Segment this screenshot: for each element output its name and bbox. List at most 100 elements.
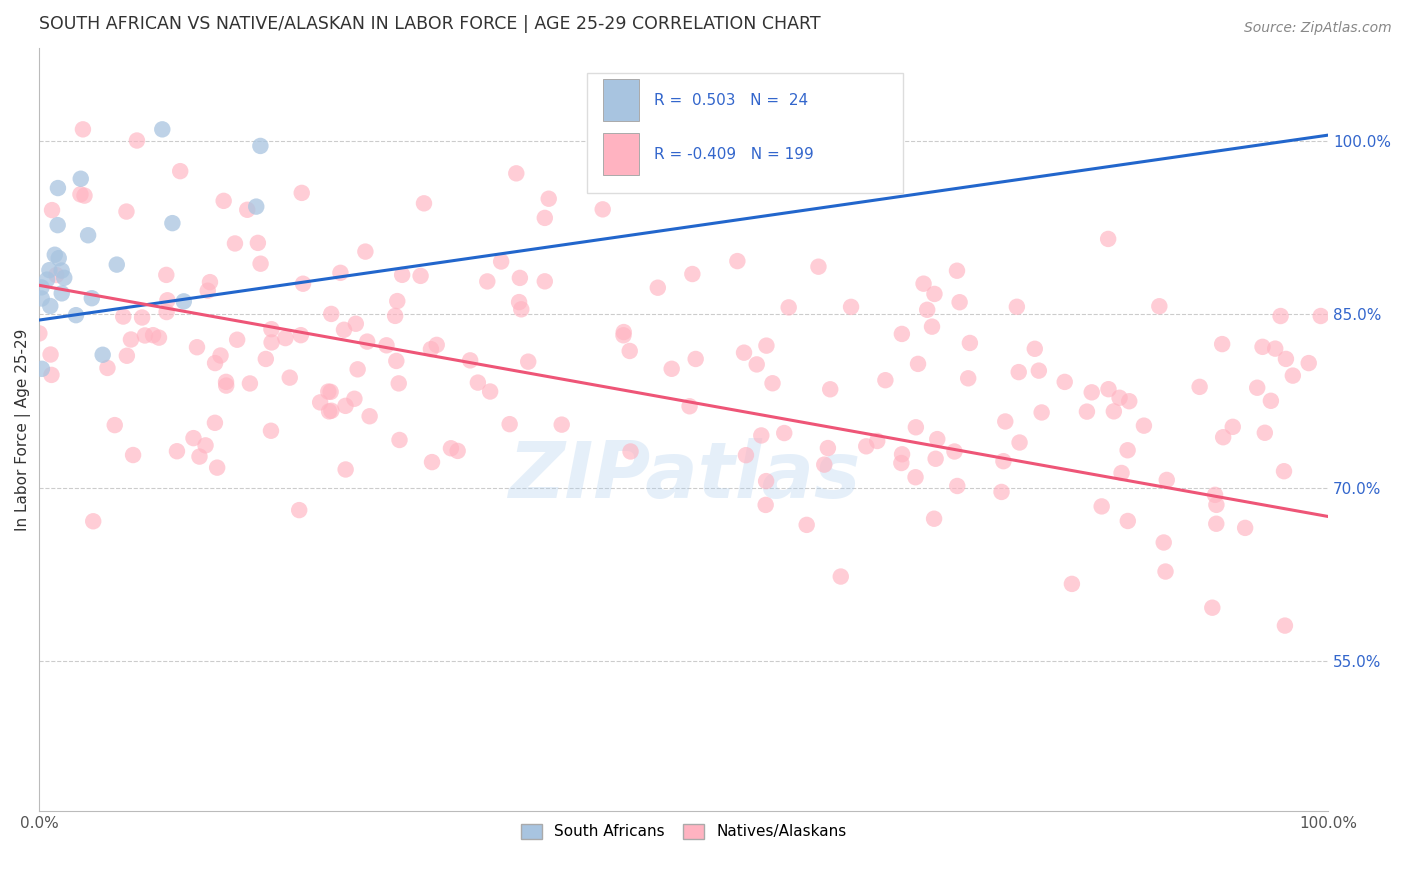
Point	[922, 512, 945, 526]
Point	[166, 444, 188, 458]
Point	[1028, 364, 1050, 378]
Point	[131, 310, 153, 325]
Point	[344, 317, 367, 331]
Point	[198, 275, 221, 289]
Point	[155, 305, 177, 319]
Point	[45, 268, 67, 282]
Point	[1270, 309, 1292, 323]
Point	[1156, 473, 1178, 487]
Point	[420, 455, 443, 469]
Point	[839, 300, 862, 314]
Point	[447, 443, 470, 458]
Point	[426, 338, 449, 352]
Point	[388, 433, 411, 447]
Point	[65, 308, 87, 322]
Point	[385, 354, 408, 368]
Point	[73, 188, 96, 202]
FancyBboxPatch shape	[603, 133, 638, 176]
Y-axis label: In Labor Force | Age 25-29: In Labor Force | Age 25-29	[15, 328, 31, 531]
Point	[613, 325, 636, 339]
Point	[817, 441, 839, 455]
Point	[1024, 342, 1046, 356]
Point	[1212, 430, 1234, 444]
Point	[1097, 232, 1119, 246]
Point	[173, 294, 195, 309]
Point	[458, 353, 481, 368]
Point	[946, 264, 969, 278]
Point	[1260, 393, 1282, 408]
Point	[388, 376, 411, 391]
FancyBboxPatch shape	[588, 73, 903, 194]
Point	[82, 514, 104, 528]
Point	[1118, 394, 1140, 409]
Point	[278, 370, 301, 384]
Point	[194, 438, 217, 452]
Point	[1272, 464, 1295, 478]
Point	[142, 328, 165, 343]
Point	[209, 349, 232, 363]
Point	[924, 451, 946, 466]
Point	[125, 134, 148, 148]
Point	[517, 354, 540, 368]
Point	[755, 474, 778, 488]
Point	[1211, 337, 1233, 351]
Point	[205, 460, 228, 475]
Text: Source: ZipAtlas.com: Source: ZipAtlas.com	[1244, 21, 1392, 35]
Point	[254, 351, 277, 366]
Point	[316, 384, 339, 399]
Point	[1060, 577, 1083, 591]
Point	[508, 295, 530, 310]
Point	[990, 485, 1012, 500]
Point	[479, 384, 502, 399]
Point	[309, 395, 332, 409]
Point	[162, 216, 184, 230]
Point	[1298, 356, 1320, 370]
Point	[813, 458, 835, 472]
Point	[122, 448, 145, 462]
Point	[356, 334, 378, 349]
Point	[335, 399, 357, 413]
Point	[1031, 405, 1053, 419]
Point	[1154, 565, 1177, 579]
Point	[51, 286, 73, 301]
Point	[112, 310, 135, 324]
Point	[46, 181, 69, 195]
Point	[188, 450, 211, 464]
Text: R = -0.409   N = 199: R = -0.409 N = 199	[654, 147, 814, 161]
Point	[150, 122, 173, 136]
Point	[1149, 299, 1171, 313]
Point	[1254, 425, 1277, 440]
Point	[215, 375, 238, 389]
Point	[773, 425, 796, 440]
Point	[215, 378, 238, 392]
Point	[1274, 618, 1296, 632]
Point	[186, 340, 208, 354]
Text: R =  0.503   N =  24: R = 0.503 N = 24	[654, 93, 808, 108]
Point	[104, 418, 127, 433]
Point	[288, 503, 311, 517]
Point	[375, 338, 398, 352]
Point	[329, 266, 352, 280]
Point	[890, 326, 912, 341]
Point	[91, 348, 114, 362]
Point	[796, 517, 818, 532]
Point	[1116, 514, 1139, 528]
Point	[946, 479, 969, 493]
FancyBboxPatch shape	[603, 79, 638, 121]
Point	[1246, 381, 1268, 395]
Point	[949, 295, 972, 310]
Point	[69, 187, 91, 202]
Point	[318, 404, 340, 418]
Point	[1188, 380, 1211, 394]
Point	[46, 218, 69, 232]
Point	[346, 362, 368, 376]
Text: ZIPatlas: ZIPatlas	[508, 438, 860, 514]
Point	[855, 439, 877, 453]
Point	[321, 403, 343, 417]
Point	[619, 444, 641, 458]
Point	[1153, 535, 1175, 549]
Point	[77, 228, 100, 243]
Point	[1097, 382, 1119, 396]
Point	[915, 302, 938, 317]
Point	[204, 356, 226, 370]
